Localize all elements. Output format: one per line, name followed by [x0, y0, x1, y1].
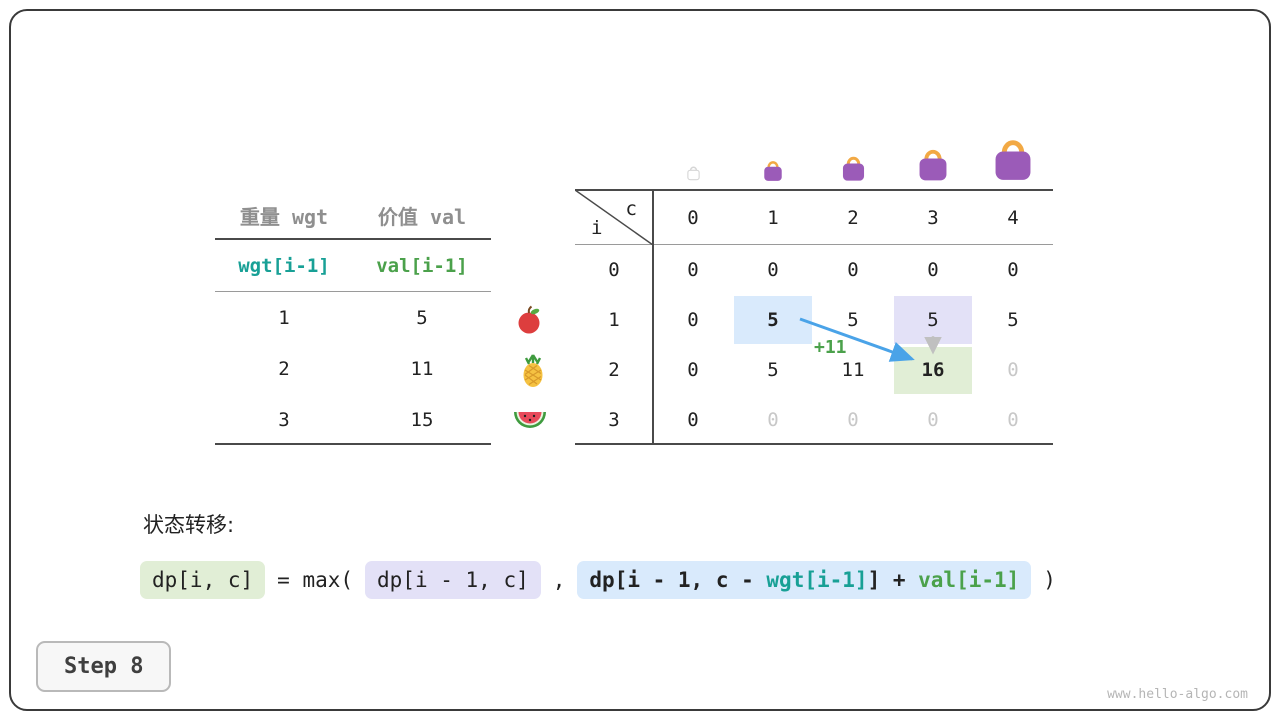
item-1-weight: 1	[278, 306, 290, 329]
bag-capacity-3-icon	[916, 145, 950, 182]
dp-corner-cell: c i	[575, 190, 653, 245]
item-2-value: 11	[410, 357, 434, 380]
transition-arrows	[799, 317, 942, 362]
wgt-formula-cell: wgt[i-1]	[238, 255, 330, 277]
watermelon-icon	[512, 406, 548, 436]
dp-table-header-rule	[575, 244, 1053, 245]
item-3-value: 15	[410, 408, 434, 431]
capacity-var-label: c	[625, 198, 637, 220]
dp-cell-3-2: 0	[847, 409, 859, 431]
dp-table-bottom-rule	[575, 443, 1053, 445]
dp-cell-2-2: 11	[841, 359, 865, 381]
dp-row-header-3: 3	[608, 409, 620, 431]
take-item-arrow	[799, 317, 915, 362]
items-table-mid-rule	[215, 291, 491, 292]
dp-row-header-2: 2	[608, 359, 620, 381]
dp-cell-3-1: 0	[767, 409, 779, 431]
formula-take-prefix: dp[i - 1, c -	[589, 568, 767, 592]
formula-lhs: dp[i, c]	[140, 561, 266, 599]
watermark: www.hello-algo.com	[1107, 687, 1248, 702]
apple-icon	[514, 304, 546, 336]
dp-col-header-4: 4	[1007, 206, 1019, 229]
dp-table-vertical-rule	[652, 189, 654, 445]
item-1-value: 5	[416, 306, 428, 329]
formula-comma: ,	[552, 568, 566, 592]
bag-capacity-2-icon	[840, 153, 867, 182]
dp-cell-2-0: 0	[687, 359, 699, 381]
val-formula-cell: val[i-1]	[376, 255, 468, 277]
dp-cell-3-0: 0	[687, 409, 699, 431]
dp-cell-1-1: 5	[767, 309, 779, 331]
add-value-label: +11	[814, 337, 847, 358]
dp-cell-1-0: 0	[687, 309, 699, 331]
highlight-dp-1-1	[734, 296, 812, 344]
step-badge: Step 8	[36, 641, 172, 692]
weight-column-header: 重量 wgt	[239, 204, 329, 229]
dp-cell-0-2: 0	[847, 259, 859, 281]
items-table-bottom-rule	[215, 443, 491, 445]
dp-row-header-1: 1	[608, 309, 620, 331]
dp-col-header-1: 1	[767, 206, 779, 229]
item-var-label: i	[591, 217, 603, 239]
empty-bag-icon	[686, 164, 701, 181]
dp-col-header-3: 3	[927, 206, 939, 229]
dp-cell-1-4: 5	[1007, 309, 1019, 331]
dp-row-header-0: 0	[608, 259, 620, 281]
formula-take-wgt: wgt[i-1]	[766, 568, 868, 592]
dp-cell-1-2: 5	[847, 309, 859, 331]
item-2-weight: 2	[278, 357, 290, 380]
transition-section-label: 状态转移:	[143, 513, 235, 537]
dp-cell-2-1: 5	[767, 359, 779, 381]
dp-col-header-2: 2	[847, 206, 859, 229]
bag-capacity-1-icon	[762, 158, 784, 182]
dp-table: c i 0 1 2 3 4 0 0 0 0 0 0 1 0 5 5 5 5 2 …	[575, 190, 1053, 445]
formula-option-skip: dp[i - 1, c]	[365, 561, 541, 599]
dp-col-header-0: 0	[687, 206, 699, 229]
formula-take-mid: ] +	[867, 568, 919, 592]
value-column-header: 价值 val	[377, 204, 467, 229]
items-table-header-rule	[215, 238, 491, 240]
items-table: 重量 wgt 价值 val wgt[i-1] val[i-1] 1 5 2 11…	[215, 190, 491, 445]
dp-table-top-rule	[575, 189, 1053, 191]
dp-cell-0-3: 0	[927, 259, 939, 281]
dp-cell-0-4: 0	[1007, 259, 1019, 281]
item-3-weight: 3	[278, 408, 290, 431]
dp-cell-0-0: 0	[687, 259, 699, 281]
dp-cell-1-3: 5	[927, 309, 939, 331]
bag-capacity-4-icon	[991, 134, 1035, 182]
formula-eq-max: = max(	[277, 568, 354, 592]
dp-cell-3-3: 0	[927, 409, 939, 431]
formula-option-take: dp[i - 1, c - wgt[i-1]] + val[i-1]	[577, 561, 1032, 599]
transition-formula: dp[i, c] = max( dp[i - 1, c] , dp[i - 1,…	[140, 561, 1056, 599]
corner-diagonal-line	[575, 190, 653, 245]
pineapple-icon	[516, 353, 550, 389]
dp-cell-0-1: 0	[767, 259, 779, 281]
dp-cell-3-4: 0	[1007, 409, 1019, 431]
formula-close-paren: )	[1043, 568, 1056, 592]
dp-cell-2-4: 0	[1007, 359, 1019, 381]
formula-take-val: val[i-1]	[918, 568, 1020, 592]
dp-cell-2-3: 16	[921, 359, 945, 381]
